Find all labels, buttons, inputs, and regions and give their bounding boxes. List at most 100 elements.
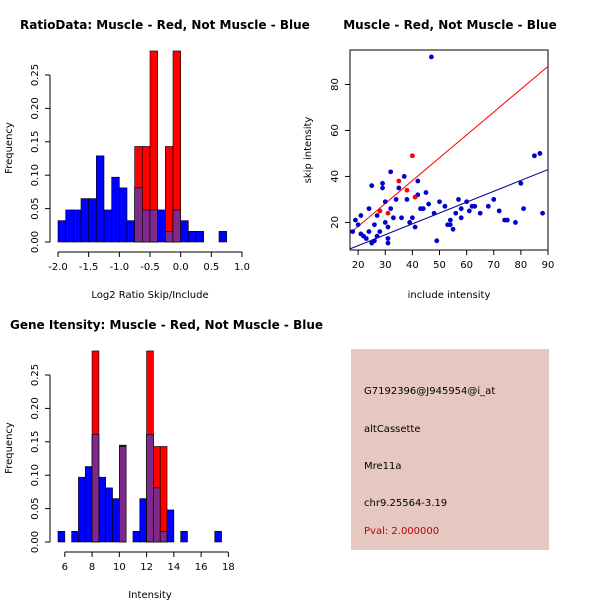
- x-tick-label: -0.5: [140, 262, 160, 273]
- point-muscle: [412, 194, 418, 200]
- bar-muscle: [159, 446, 168, 543]
- point-not-muscle: [420, 206, 426, 212]
- point-not-muscle: [458, 215, 464, 221]
- scatter-fit-lines: [349, 65, 549, 250]
- point-not-muscle: [447, 222, 453, 228]
- scatter-x-axis: 20 30 40 50 60 70 80 90: [352, 250, 554, 271]
- point-not-muscle: [415, 178, 421, 184]
- point-not-muscle: [409, 215, 415, 221]
- y-tick-label: 0.05: [30, 497, 41, 519]
- bar-overlap: [165, 231, 174, 243]
- point-not-muscle: [447, 217, 453, 223]
- point-not-muscle: [388, 206, 394, 212]
- point-not-muscle: [431, 210, 437, 216]
- x-tick-label: 14: [167, 562, 180, 573]
- point-not-muscle: [437, 199, 442, 205]
- bar-not-muscle: [57, 531, 66, 543]
- bar-overlap: [119, 446, 127, 543]
- point-not-muscle: [374, 233, 380, 239]
- point-not-muscle: [442, 203, 448, 209]
- point-muscle: [377, 208, 383, 214]
- point-not-muscle: [390, 215, 396, 221]
- x-tick-label: -1.0: [110, 262, 130, 273]
- y-tick-label: 0.15: [30, 131, 41, 153]
- point-not-muscle: [366, 206, 372, 212]
- bar-overlap: [153, 487, 161, 543]
- bar-not-muscle: [180, 531, 188, 543]
- x-tick-label: 40: [406, 260, 419, 271]
- bar-not-muscle: [57, 220, 66, 243]
- ratio-y-axis: 0.00 0.05 0.10 0.15 0.20 0.25: [30, 64, 51, 253]
- point-not-muscle: [412, 224, 418, 230]
- bar-not-muscle: [157, 209, 166, 243]
- bar-not-muscle: [214, 531, 222, 543]
- point-not-muscle: [458, 206, 464, 212]
- point-not-muscle: [504, 217, 510, 223]
- bar-not-muscle: [71, 531, 79, 543]
- bar-not-muscle: [126, 220, 135, 243]
- y-tick-label: 80: [330, 78, 341, 91]
- bar-overlap: [146, 434, 154, 543]
- x-tick-label: 0.5: [203, 262, 219, 273]
- point-not-muscle: [466, 208, 472, 214]
- y-tick-label: 0.20: [30, 97, 41, 119]
- point-not-muscle: [366, 229, 372, 235]
- bar-not-muscle: [84, 466, 93, 543]
- x-tick-label: -2.0: [48, 262, 68, 273]
- x-tick-label: 10: [113, 562, 126, 573]
- point-muscle: [404, 187, 410, 193]
- scatter-x-label: include intensity: [408, 290, 491, 301]
- x-tick-label: 18: [222, 562, 235, 573]
- ratio-x-label: Log2 Ratio Skip/Include: [91, 290, 208, 301]
- probe-id: G7192396@J945954@i_at: [364, 386, 496, 397]
- bar-overlap: [172, 209, 181, 243]
- scatter-y-label: skip intensity: [303, 117, 314, 184]
- gene-bars: [57, 350, 222, 543]
- bar-not-muscle: [112, 498, 120, 543]
- point-not-muscle: [532, 153, 537, 159]
- info-panel: G7192396@J945954@i_at altCassette Mre11a…: [351, 349, 549, 550]
- y-tick-label: 60: [330, 124, 341, 137]
- point-not-muscle: [358, 213, 364, 218]
- y-tick-label: 0.20: [30, 397, 41, 419]
- gene-y-axis: 0.00 0.05 0.10 0.15 0.20 0.25: [30, 364, 51, 553]
- point-not-muscle: [456, 197, 461, 202]
- point-not-muscle: [399, 215, 404, 221]
- point-not-muscle: [396, 185, 402, 191]
- x-tick-label: 12: [140, 562, 153, 573]
- bar-overlap: [159, 531, 168, 543]
- bar-not-muscle: [88, 198, 97, 243]
- point-not-muscle: [485, 203, 491, 209]
- x-tick-label: 60: [460, 260, 473, 271]
- bar-muscle: [165, 146, 174, 243]
- genomic-location: chr9.25564-3.19: [364, 498, 448, 509]
- y-tick-label: 0.15: [30, 431, 41, 453]
- gene-y-label: Frequency: [4, 422, 15, 474]
- ratio-histogram: RatioData: Muscle - Red, Not Muscle - Bl…: [4, 18, 310, 301]
- x-tick-label: 20: [352, 260, 365, 271]
- y-tick-label: 40: [330, 170, 341, 183]
- point-not-muscle: [382, 220, 388, 225]
- bar-not-muscle: [119, 187, 128, 243]
- point-not-muscle: [491, 197, 497, 202]
- bar-not-muscle: [105, 487, 113, 543]
- point-not-muscle: [477, 210, 483, 216]
- ratio-y-label: Frequency: [4, 122, 15, 174]
- x-tick-label: 50: [433, 260, 446, 271]
- point-not-muscle: [537, 151, 543, 156]
- bar-overlap: [91, 434, 100, 543]
- event-type: altCassette: [364, 424, 421, 435]
- point-not-muscle: [380, 185, 385, 191]
- intensity-scatter: Muscle - Red, Not Muscle - Blue 20 30 40 50…: [303, 18, 557, 301]
- y-tick-label: 0.25: [30, 364, 41, 386]
- point-not-muscle: [401, 174, 407, 179]
- gene-x-axis: 6 8 10 12 14 16 18: [62, 551, 235, 573]
- x-tick-label: 30: [379, 260, 392, 271]
- y-tick-label: 0.05: [30, 197, 41, 219]
- bar-not-muscle: [180, 220, 189, 243]
- point-not-muscle: [540, 210, 545, 216]
- gene-x-label: Intensity: [128, 590, 172, 600]
- bar-not-muscle: [111, 176, 120, 243]
- x-tick-label: 8: [89, 562, 95, 573]
- y-tick-label: 0.00: [30, 531, 41, 553]
